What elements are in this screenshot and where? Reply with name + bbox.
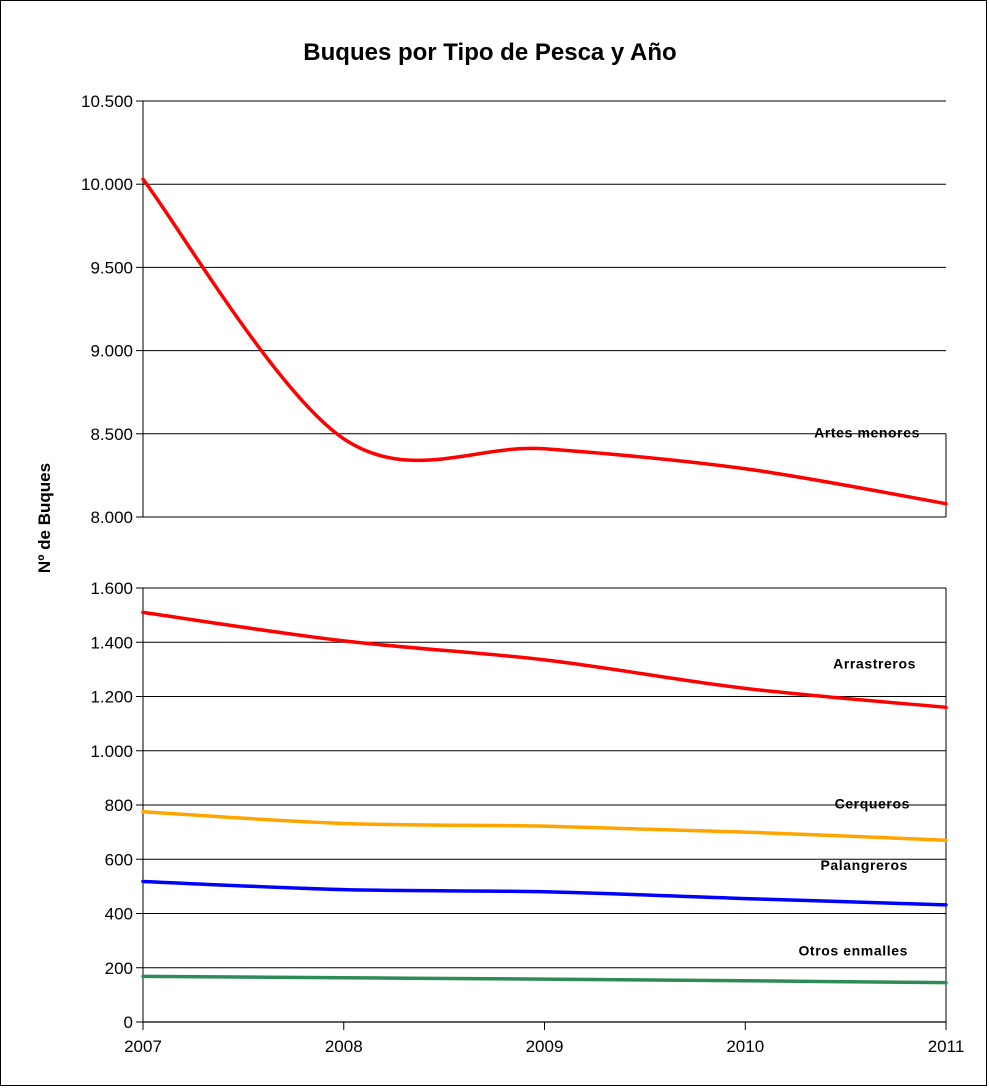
panel-lower: 0 200 400 600 800 1.000 1.200 1.400 1.600 2007 200… <box>90 579 964 1056</box>
x-tick-label: 2007 <box>124 1037 162 1056</box>
series-label: Otros enmalles <box>798 943 908 959</box>
y-tick-label: 10.500 <box>81 92 133 111</box>
y-tick-label: 400 <box>105 905 133 924</box>
series-label: Palangreros <box>820 857 908 873</box>
y-tick-label: 0 <box>124 1013 133 1032</box>
y-tick-label: 10.000 <box>81 175 133 194</box>
chart-panels: 8.000 8.500 9.000 9.500 10.000 10.500 Artes me… <box>81 92 964 1056</box>
y-tick-label: 200 <box>105 959 133 978</box>
y-tick-label: 8.000 <box>90 508 133 527</box>
y-axis-label: Nº de Buques <box>35 463 54 573</box>
y-tick-label: 1.400 <box>90 633 133 652</box>
series-label: Cerqueros <box>835 795 910 811</box>
y-tick-label: 9.000 <box>90 342 133 361</box>
series-label: Arrastreros <box>833 655 916 671</box>
chart-title: Buques por Tipo de Pesca y Año <box>303 39 676 66</box>
x-tick-label: 2009 <box>526 1037 564 1056</box>
panel-upper: 8.000 8.500 9.000 9.500 10.000 10.500 Artes me… <box>81 92 948 527</box>
series-line-artes-menores <box>141 177 948 506</box>
y-tick-label: 800 <box>105 796 133 815</box>
series-line-arrastreros <box>141 610 948 710</box>
y-tick-label: 1.200 <box>90 688 133 707</box>
y-tick-label: 1.600 <box>90 579 133 598</box>
x-tick-label: 2011 <box>928 1037 965 1056</box>
series-line-palangreros <box>141 879 948 907</box>
y-tick-label: 600 <box>105 850 133 869</box>
y-tick-label: 1.000 <box>90 742 133 761</box>
series-line-otros-enmalles <box>141 974 948 985</box>
x-tick-label: 2008 <box>325 1037 363 1056</box>
x-tick-label: 2010 <box>726 1037 764 1056</box>
y-tick-label: 9.500 <box>90 258 133 277</box>
y-tick-label: 8.500 <box>90 425 133 444</box>
series-line-cerqueros <box>141 810 948 843</box>
series-label: Artes menores <box>814 425 920 441</box>
